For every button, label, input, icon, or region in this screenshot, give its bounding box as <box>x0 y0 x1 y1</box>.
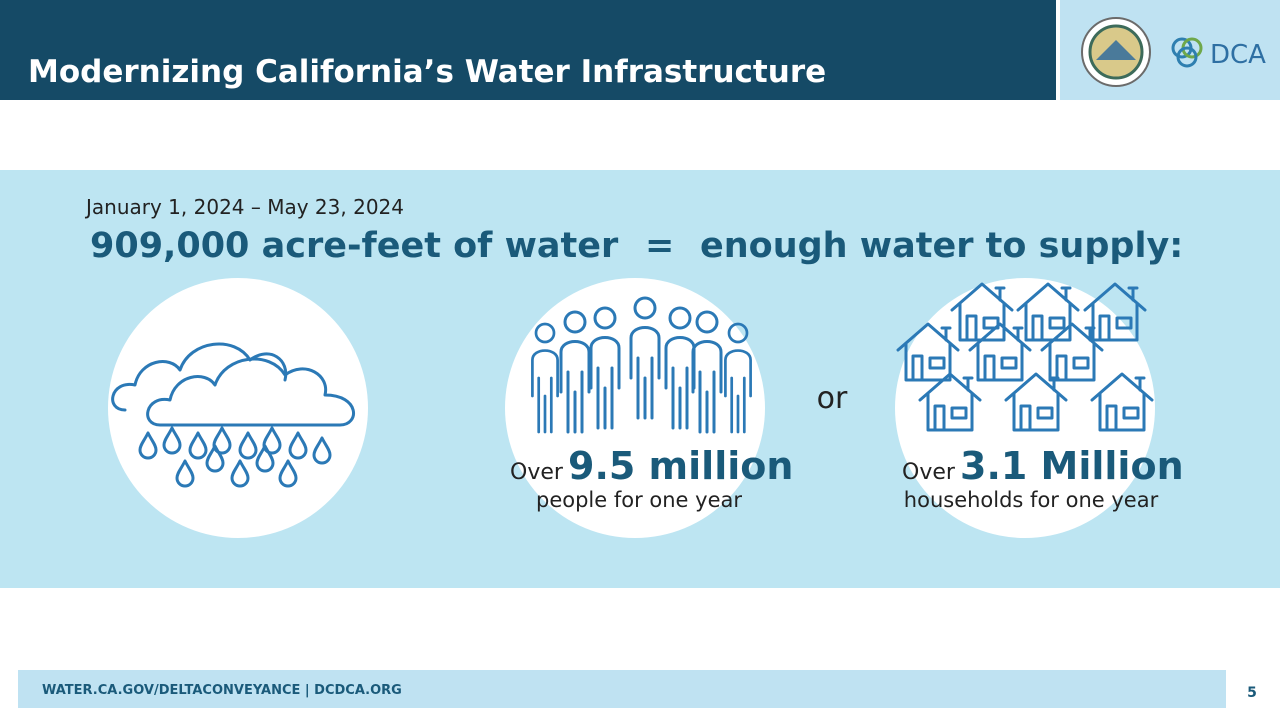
headline-equals: = <box>645 226 674 266</box>
separator: or <box>817 381 848 416</box>
footer-url: WATER.CA.GOV/DELTACONVEYANCE | DCDCA.ORG <box>42 683 402 698</box>
households-figure: 3.1 Million <box>960 444 1184 488</box>
people-figure: 9.5 million <box>568 444 793 488</box>
households-caption: households for one year <box>904 488 1159 512</box>
dca-knot-logo <box>1171 37 1203 68</box>
people-prefix: Over <box>510 460 564 485</box>
date-range: January 1, 2024 – May 23, 2024 <box>84 195 404 219</box>
rain-icon <box>111 342 355 488</box>
headline-left: 909,000 acre-feet of water <box>90 226 619 266</box>
houses-circle <box>895 278 1155 538</box>
footer-bar <box>18 670 1226 708</box>
rain-circle <box>108 278 368 538</box>
people-caption: people for one year <box>536 488 742 512</box>
page-number: 5 <box>1247 685 1257 701</box>
logo-text: DCA <box>1210 40 1266 70</box>
headline-right: enough water to supply: <box>700 226 1183 266</box>
households-prefix: Over <box>902 460 956 485</box>
title: Modernizing California’s Water Infrastru… <box>28 54 826 90</box>
seal-logo <box>1081 17 1151 87</box>
header-bar <box>0 0 1056 100</box>
